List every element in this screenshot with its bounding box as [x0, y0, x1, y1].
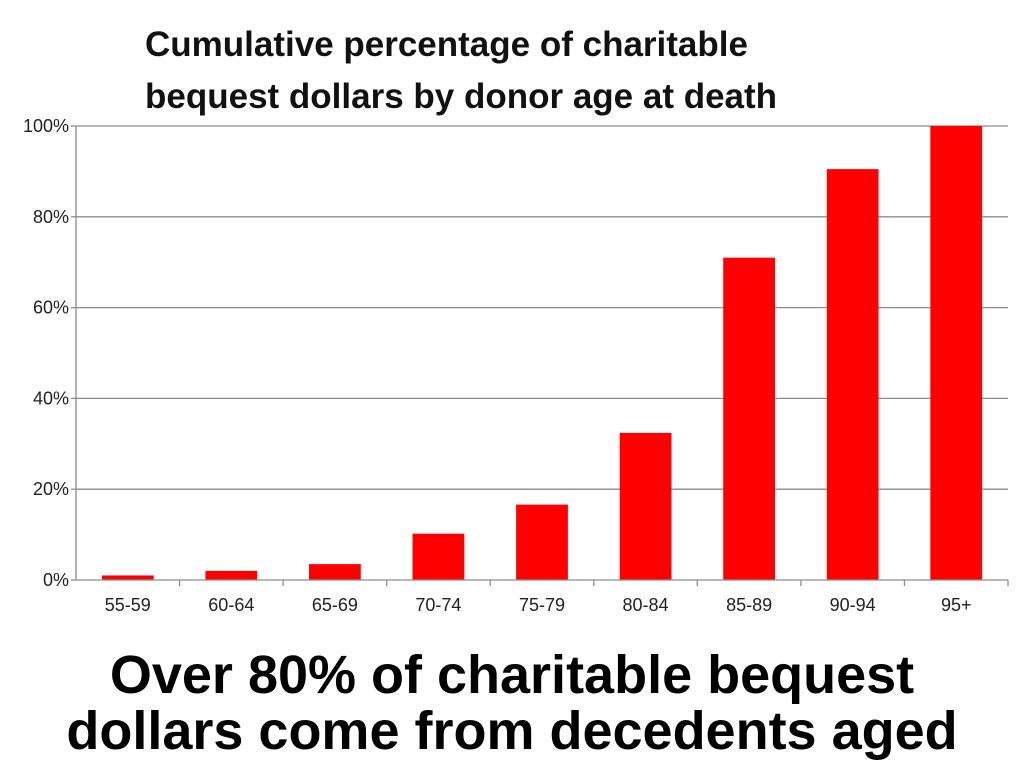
x-tick-label: 55-59: [105, 595, 151, 615]
y-tick-label: 80%: [33, 207, 69, 227]
x-tick-label: 60-64: [208, 595, 254, 615]
x-tick-label: 65-69: [312, 595, 358, 615]
caption-line-1: Over 80% of charitable bequest: [109, 645, 915, 705]
y-tick-label: 40%: [33, 388, 69, 408]
y-tick-label: 20%: [33, 479, 69, 499]
x-tick-labels: 55-59 60-64 65-69 70-74 75-79 80-84 85-89 90-94…: [105, 595, 972, 615]
chart-title-line-1: Cumulative percentage of charitable: [145, 25, 748, 64]
bar-90-94: [826, 169, 879, 580]
x-tick-label: 80-84: [623, 595, 669, 615]
y-tick-label: 60%: [33, 298, 69, 318]
y-tick-label: 0%: [43, 570, 69, 590]
x-tick-label: 95+: [941, 595, 972, 615]
y-tick-label: 100%: [23, 116, 69, 136]
bar-65-69: [309, 564, 361, 580]
x-tick-label: 85-89: [726, 595, 772, 615]
axes: [71, 125, 1009, 586]
x-tick-label: 90-94: [830, 595, 876, 615]
bar-70-74: [412, 533, 465, 580]
y-tick-labels: 0% 20% 40% 60% 80% 100%: [23, 116, 69, 590]
chart-title-line-2: bequest dollars by donor age at death: [145, 77, 777, 116]
x-tick-label: 75-79: [519, 595, 565, 615]
bar-60-64: [205, 570, 258, 580]
bar-55-59: [101, 575, 154, 580]
caption-line-2: dollars come from decedents aged: [66, 701, 958, 761]
bar-95+: [930, 126, 983, 580]
bar-80-84: [619, 432, 672, 580]
bars: [101, 126, 983, 580]
bar-75-79: [516, 504, 568, 580]
bar-85-89: [723, 257, 775, 580]
x-tick-label: 70-74: [415, 595, 461, 615]
